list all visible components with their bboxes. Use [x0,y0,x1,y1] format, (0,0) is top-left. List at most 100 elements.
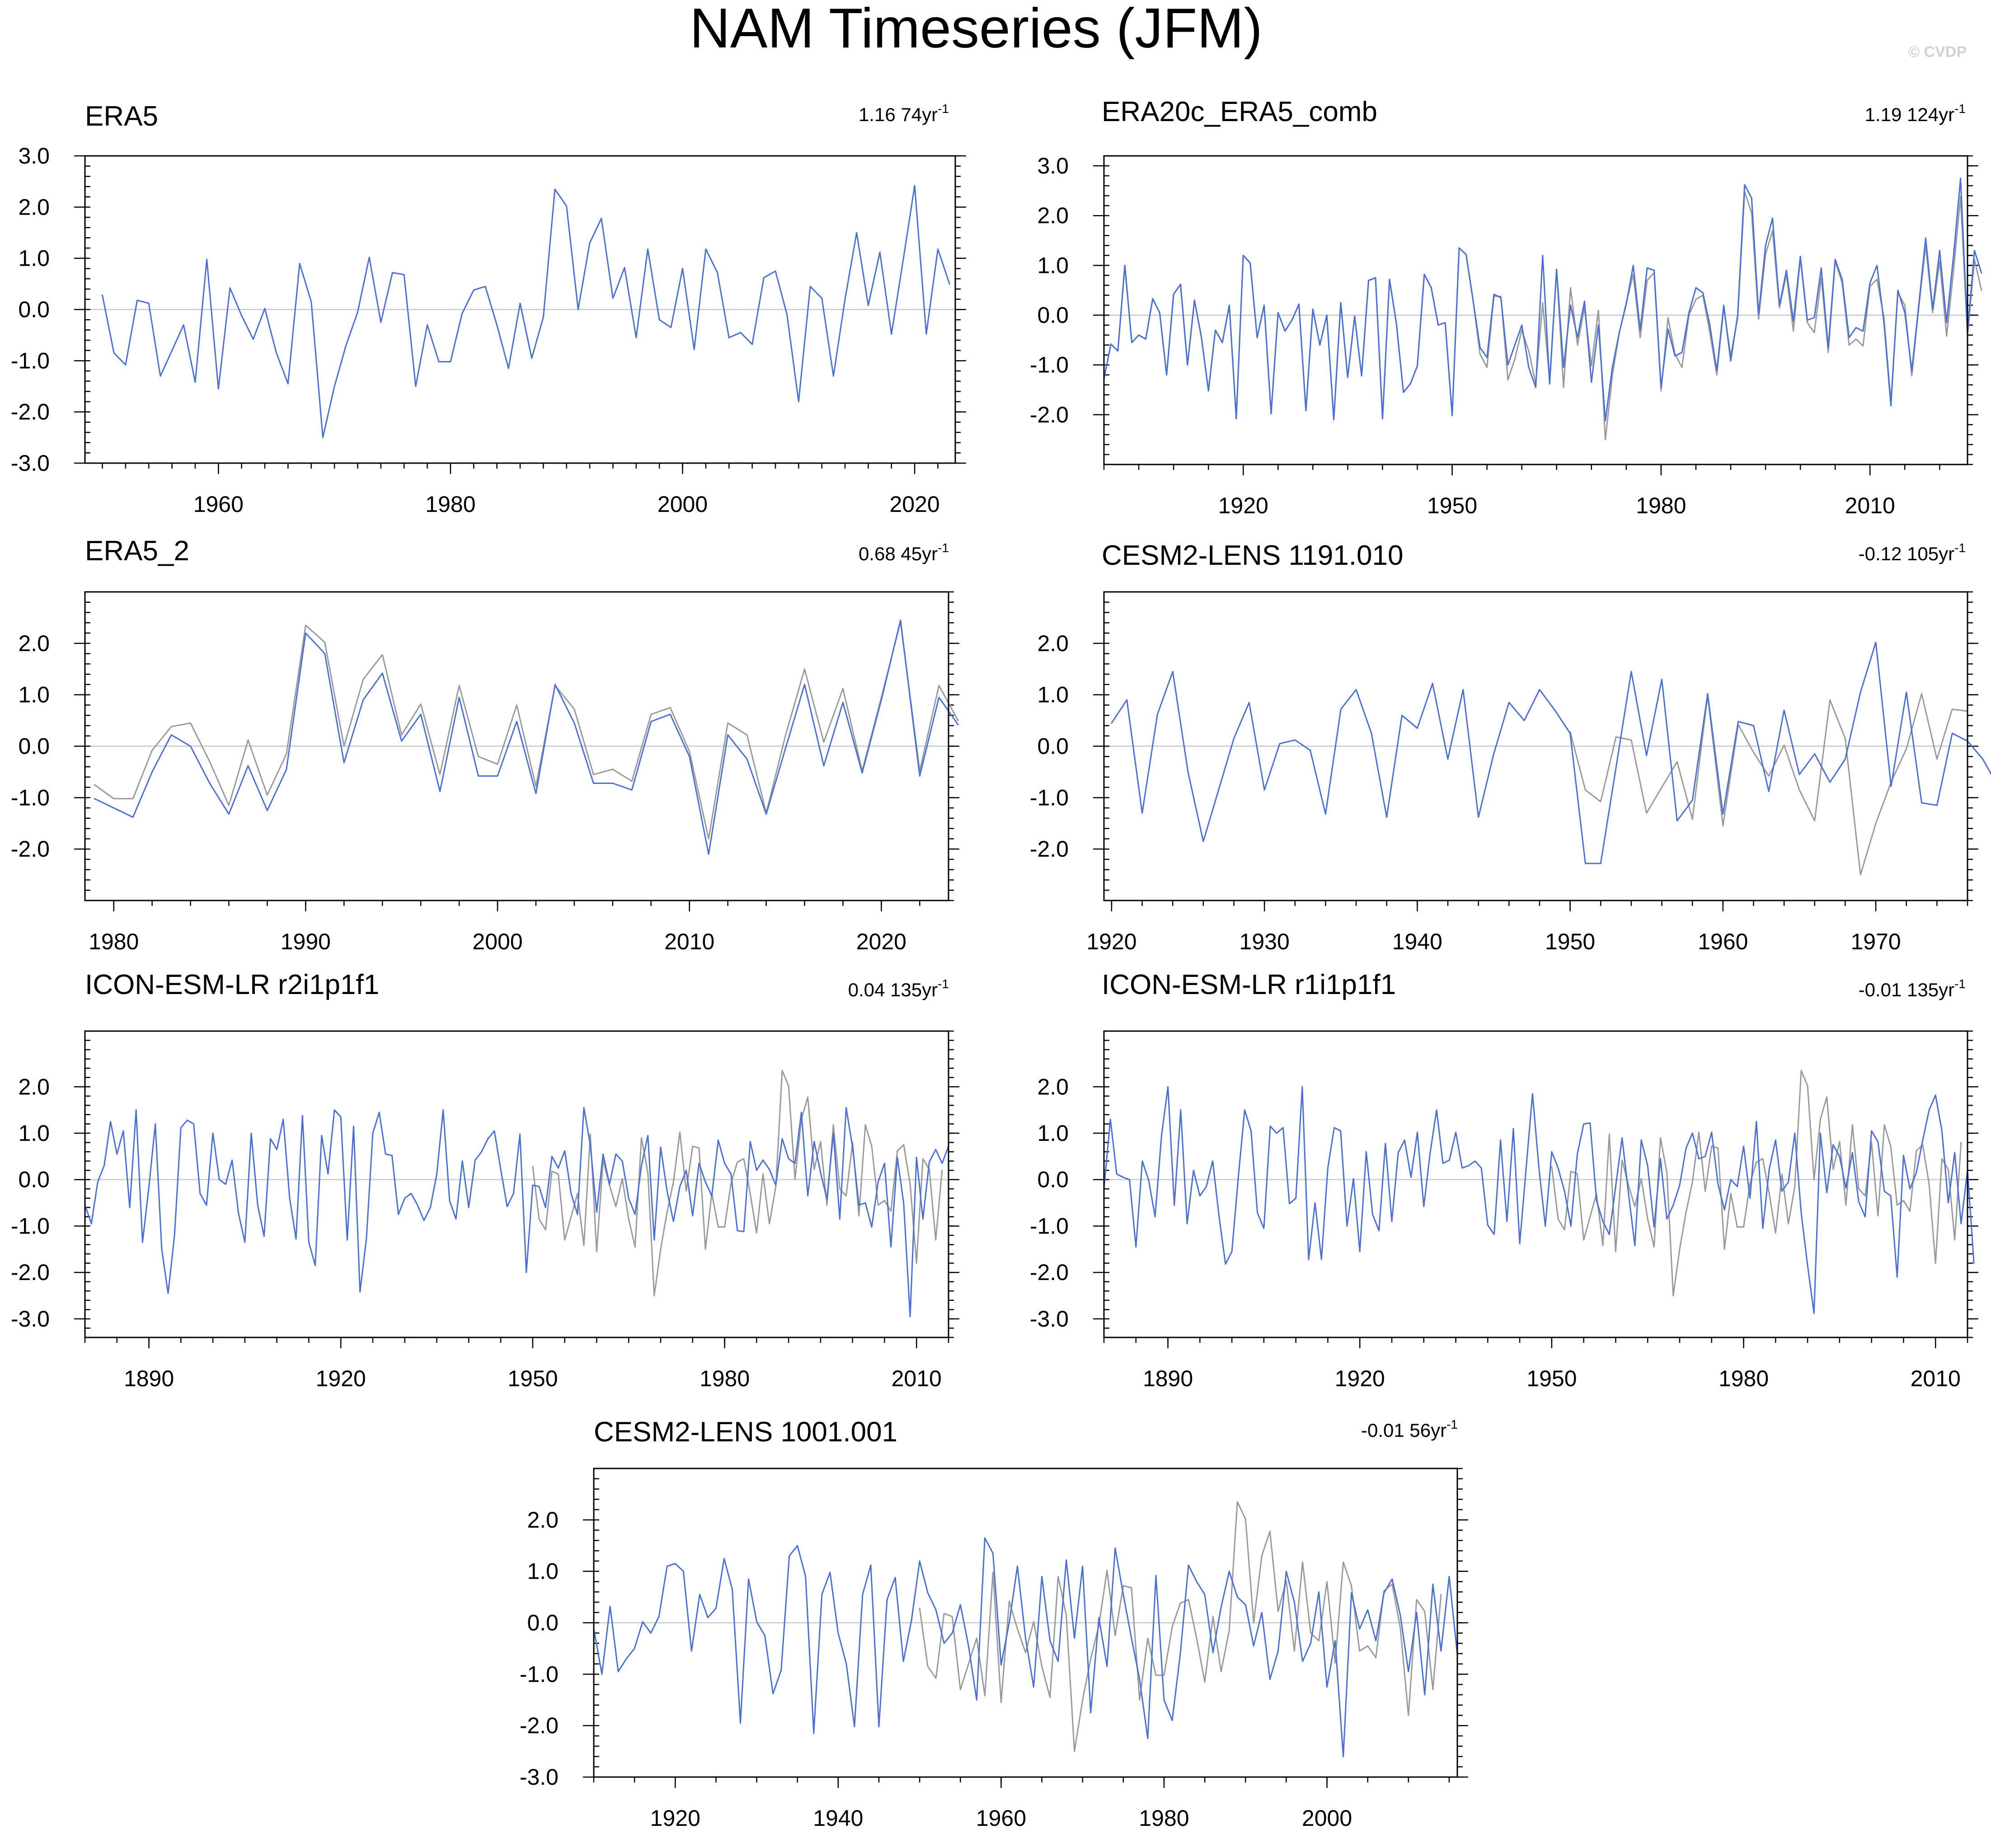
x-tick-label: 1960 [1698,929,1748,954]
plot-area: -3.0 -2.0 -1.0 0.0 1.0 2.0 3.0 1960 1980 2000 2020 [11,143,966,517]
model-series-line [102,185,950,438]
y-tick-label: 1.0 [18,682,50,708]
x-tick-label: 1950 [1526,1366,1577,1391]
panel-era20c-era5-comb: ERA20c_ERA5_comb 1.19 124yr-1 -2.0 -1.0 0.… [1030,96,1982,518]
panel-era5: ERA5 1.16 74yr-1 -3.0 -2.0 -1.0 0.0 1.0 2.0 3.… [11,101,966,517]
y-tick-label: 1.0 [18,246,50,271]
plot-frame [593,1468,1458,1778]
x-tick-label: 2000 [472,929,522,954]
x-tick-label: 2010 [1911,1366,1961,1391]
y-tick-label: -1.0 [1030,1213,1069,1238]
stat-value: 1.19 [1865,104,1902,125]
stat-spacer [896,104,901,125]
panel-stat: -0.01 56yr-1 [1361,1417,1458,1441]
y-tick-label: -3.0 [11,1306,50,1332]
y-tick-label: -3.0 [1030,1306,1069,1332]
x-tick-label: 1950 [507,1366,558,1391]
panel-title: CESM2-LENS 1001.001 [594,1416,897,1448]
x-tick-label: 2020 [856,929,906,954]
y-tick-label: -1.0 [520,1661,559,1687]
y-tick-label: 2.0 [1037,203,1069,228]
stat-value: 0.68 [859,543,896,564]
y-tick-label: 0.0 [1037,734,1069,759]
stat-unit: yr [1939,104,1954,125]
cvdp-watermark: © CVDP [1908,43,1967,61]
plot-area: -2.0 -1.0 0.0 1.0 2.0 3.0 1920 1950 1980 2010 [1030,153,1982,518]
panel-title: ICON-ESM-LR r2i1p1f1 [85,969,379,1000]
model-series-line [593,1537,1458,1757]
y-tick-label: 1.0 [18,1121,50,1146]
plot-area: -3.0 -2.0 -1.0 0.0 1.0 2.0 1920 1940 1960 1980 200… [520,1468,1468,1831]
x-tick-label: 1980 [425,492,475,517]
y-tick-label: -2.0 [1030,1260,1069,1285]
panel-icon-esm-lr-r2i1p1f1: ICON-ESM-LR r2i1p1f1 0.04 135yr-1 -3.0 -2… [11,969,959,1391]
stat-exponent: -1 [1954,102,1966,116]
y-tick-label: -1.0 [1030,785,1069,810]
stat-exponent: -1 [1954,977,1966,991]
y-tick-label: -2.0 [1030,836,1069,862]
x-tick-label: 2010 [664,929,714,954]
model-series-line [1103,178,1982,422]
reference-series-line [1569,693,1968,876]
x-tick-label: 1980 [89,929,139,954]
stat-years: 105 [1907,543,1939,564]
y-tick-label: 1.0 [527,1559,559,1584]
x-tick-label: 1980 [700,1366,750,1391]
stat-value: 0.04 [848,979,885,1000]
stat-spacer [1902,543,1907,564]
x-tick-label: 1940 [813,1806,863,1831]
stat-exponent: -1 [1954,541,1966,555]
stat-years: 56 [1409,1420,1431,1441]
x-tick-label: 1940 [1392,929,1442,954]
plot-frame [84,155,956,464]
panel-icon-esm-lr-r1i1p1f1: ICON-ESM-LR r1i1p1f1 -0.01 135yr-1 -3.0-… [1030,969,1978,1391]
y-tick-label: 2.0 [18,1074,50,1099]
panel-stat: -0.01 135yr-1 [1859,977,1966,1000]
stat-unit: yr [1939,979,1954,1000]
y-tick-label: 1.0 [1037,253,1069,278]
plot-frame [84,591,949,901]
stat-spacer [1902,104,1907,125]
plot-area: -2.0 -1.0 0.0 1.0 2.0 1980 1990 2000 2010 2020 [11,591,959,954]
y-tick-label: 2.0 [527,1507,559,1533]
y-tick-label: -2.0 [11,399,50,425]
x-tick-label: 1890 [124,1366,174,1391]
y-tick-label: 0.0 [527,1610,559,1636]
y-tick-label: -3.0 [11,450,50,476]
x-tick-label: 2020 [890,492,940,517]
y-tick-label: -1.0 [11,1213,50,1238]
plot-area: -3.0 -2.0 -1.0 0.0 1.0 2.0 1890 1920 1950 1980 201… [1030,1030,1978,1391]
y-tick-label: 3.0 [18,143,50,169]
x-tick-label: 2000 [1302,1806,1352,1831]
x-tick-label: 1990 [281,929,331,954]
stat-spacer [896,543,901,564]
y-tick-label: 0.0 [18,1167,50,1192]
x-tick-label: 1920 [1218,493,1268,518]
stat-unit: yr [922,543,938,564]
x-tick-label: 1920 [650,1806,700,1831]
x-tick-label: 1950 [1545,929,1595,954]
x-tick-label: 1920 [316,1366,366,1391]
panel-title: ERA20c_ERA5_comb [1102,96,1377,127]
y-tick-label: 3.0 [1037,153,1069,178]
y-tick-label: 2.0 [18,194,50,220]
y-tick-label: -1.0 [1030,352,1069,378]
panel-stat: 1.16 74yr-1 [859,102,949,125]
y-tick-label: 1.0 [1037,1121,1069,1146]
y-tick-label: 1.0 [1037,682,1069,708]
panel-stat: 0.68 45yr-1 [859,541,949,564]
panel-title: ERA5 [85,101,158,132]
plot-frame [1103,1030,1968,1338]
panel-cesm2-lens-1191-010: CESM2-LENS 1191.010 -0.12 105yr-1 -2.0 -1… [1030,540,1991,954]
stat-spacer [1404,1420,1410,1441]
y-tick-label: 0.0 [18,734,50,759]
x-tick-label: 1950 [1427,493,1477,518]
x-tick-label: 2010 [892,1366,942,1391]
y-tick-label: 0.0 [1037,1167,1069,1192]
y-tick-label: 2.0 [1037,1074,1069,1099]
plot-area: -3.0 -2.0 -1.0 0.0 1.0 2.0 1890 1920 1950 1980 201… [11,1030,959,1391]
panel-title: CESM2-LENS 1191.010 [1102,540,1403,571]
stat-years: 45 [901,543,922,564]
stat-years: 74 [901,104,922,125]
